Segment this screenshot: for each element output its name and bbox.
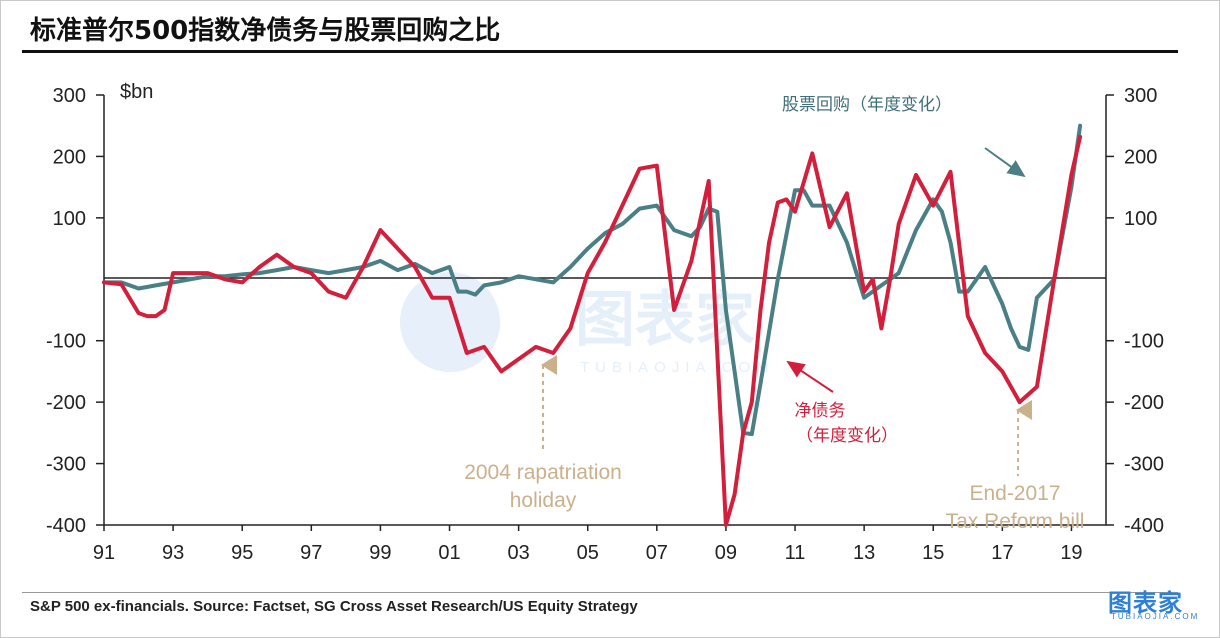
x-tick-label: 09 (715, 542, 737, 564)
buyback-arrow-icon (984, 147, 1026, 178)
right-ticks: 300 200 100 -100 -200 -300 -400 (1106, 85, 1164, 537)
net-debt-annotation-line2: （年度变化） (796, 426, 898, 446)
brand-logo: 图表家 (1108, 589, 1183, 617)
x-tick-label: 19 (1060, 542, 1082, 564)
buyback-annotation: 股票回购（年度变化） (782, 95, 952, 115)
series-layer (102, 123, 1083, 527)
net-debt-arrow-icon (786, 360, 834, 393)
x-tick-label: 17 (991, 542, 1013, 564)
tax-reform-annotation-line2: Tax Reform bill (946, 510, 1085, 533)
x-tick-label: 03 (507, 542, 529, 564)
right-tick-label: 100 (1124, 208, 1157, 230)
right-tick-label: -100 (1124, 331, 1164, 353)
left-tick-label: -300 (46, 454, 86, 476)
x-tick-label: 07 (646, 542, 668, 564)
x-tick-label: 99 (369, 542, 391, 564)
repatriation-annotation-line2: holiday (510, 489, 577, 512)
left-ticks: 300 200 100 -100 -200 -300 -400 (46, 85, 104, 537)
x-ticks: 91 93 95 97 99 01 03 05 07 09 11 13 15 17 19 (93, 525, 1083, 564)
source-note: S&P 500 ex-financials. Source: Factset, … (30, 598, 638, 615)
x-tick-label: 95 (231, 542, 253, 564)
x-tick-label: 05 (577, 542, 599, 564)
x-tick-label: 93 (162, 542, 184, 564)
brand-logo-sub: TUBIAOJIA.COM (1111, 612, 1200, 621)
watermark-circle-icon (400, 272, 500, 372)
watermark-subtext: TUBIAOJIA.COM (580, 359, 775, 376)
chart-title: 标准普尔500指数净债务与股票回购之比 (30, 16, 501, 46)
x-tick-label: 15 (922, 542, 944, 564)
left-tick-label: 100 (53, 208, 86, 230)
left-tick-label: 200 (53, 146, 86, 168)
title-divider (22, 50, 1178, 53)
left-tick-label: -100 (46, 331, 86, 353)
buyback-series-line (102, 123, 1083, 437)
right-tick-label: 300 (1124, 85, 1157, 107)
x-tick-label: 91 (93, 542, 115, 564)
source-divider (22, 592, 1178, 593)
left-tick-label: -200 (46, 392, 86, 414)
left-tick-label: 300 (53, 85, 86, 107)
right-tick-label: 200 (1124, 146, 1157, 168)
right-tick-label: -300 (1124, 454, 1164, 476)
right-tick-label: -200 (1124, 392, 1164, 414)
x-tick-label: 13 (853, 542, 875, 564)
left-tick-label: -400 (46, 515, 86, 537)
right-tick-label: -400 (1124, 515, 1164, 537)
tax-reform-annotation-line1: End-2017 (969, 482, 1060, 505)
x-tick-label: 11 (785, 542, 806, 564)
net-debt-annotation-line1: 净债务 (795, 401, 846, 421)
net-debt-series-line (102, 134, 1083, 527)
x-tick-label: 97 (300, 542, 322, 564)
repatriation-annotation-line1: 2004 rapatriation (464, 461, 622, 484)
x-tick-label: 01 (438, 542, 460, 564)
y-axis-unit-label: $bn (120, 81, 153, 103)
